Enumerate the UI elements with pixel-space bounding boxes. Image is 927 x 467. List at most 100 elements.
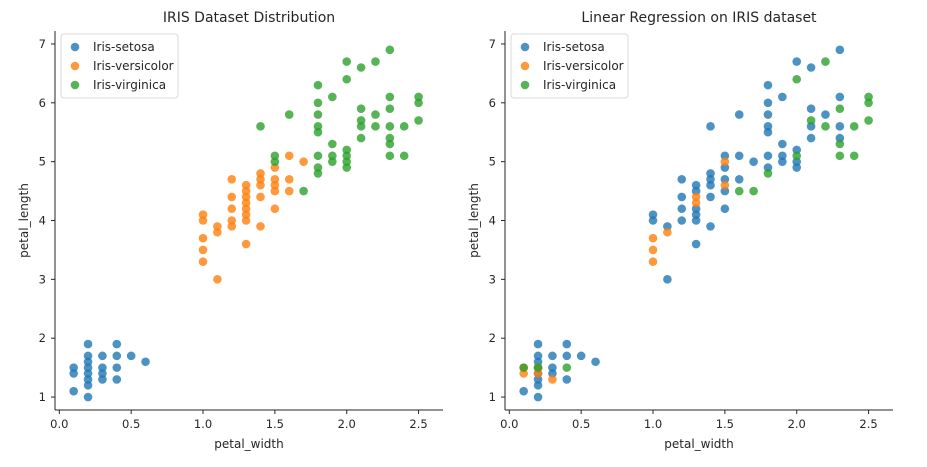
- data-point: [83, 380, 93, 390]
- data-point: [648, 233, 658, 243]
- legend-marker: [70, 42, 80, 52]
- data-point: [576, 351, 586, 361]
- x-tick-label: 1.5: [266, 417, 284, 431]
- data-point: [763, 80, 773, 90]
- data-point: [241, 210, 251, 219]
- data-point: [83, 375, 93, 384]
- data-point: [691, 192, 701, 202]
- data-point: [399, 122, 409, 131]
- series-iris-setosa: [69, 339, 150, 402]
- data-point: [562, 363, 572, 372]
- data-point: [69, 363, 78, 372]
- data-point: [83, 351, 93, 361]
- data-point: [763, 151, 773, 161]
- data-point: [806, 63, 816, 72]
- data-point: [198, 216, 208, 225]
- data-point: [399, 151, 409, 161]
- data-point: [835, 92, 845, 102]
- data-point: [562, 375, 572, 384]
- x-tick-label: 2.0: [788, 417, 806, 431]
- data-point: [414, 98, 423, 108]
- data-point: [270, 175, 280, 184]
- data-point: [385, 133, 395, 143]
- y-tick-label: 5: [39, 155, 46, 169]
- data-point: [83, 357, 93, 367]
- data-point: [763, 163, 773, 172]
- data-point: [83, 369, 93, 378]
- data-point: [313, 163, 323, 172]
- data-point: [227, 222, 237, 231]
- legend-marker: [70, 80, 80, 90]
- data-point: [98, 363, 107, 372]
- data-point: [706, 222, 715, 231]
- series-iris-virginica: [519, 57, 873, 372]
- legend-label: Iris-versicolor: [93, 59, 174, 73]
- data-point: [706, 175, 715, 184]
- data-point: [256, 169, 265, 178]
- data-point: [198, 210, 208, 219]
- data-point: [270, 204, 280, 214]
- data-point: [227, 175, 237, 184]
- data-point: [342, 145, 352, 155]
- data-point: [533, 392, 543, 402]
- legend-label: Iris-setosa: [93, 40, 155, 54]
- data-point: [284, 110, 294, 119]
- data-point: [83, 339, 93, 349]
- data-point: [284, 175, 294, 184]
- data-point: [112, 339, 122, 349]
- data-point: [706, 122, 715, 131]
- data-point: [792, 163, 802, 172]
- y-tick-label: 6: [489, 96, 496, 110]
- data-point: [98, 369, 107, 378]
- data-point: [241, 239, 251, 249]
- data-point: [691, 216, 701, 225]
- y-axis-label: petal_length: [467, 183, 481, 258]
- series-iris-virginica: [256, 45, 423, 196]
- data-point: [533, 351, 543, 361]
- data-point: [519, 363, 528, 372]
- data-point: [299, 186, 308, 196]
- data-point: [299, 157, 308, 166]
- data-point: [720, 175, 730, 184]
- data-point: [648, 257, 658, 266]
- x-tick-label: 1.0: [194, 417, 212, 431]
- data-point: [548, 363, 557, 372]
- data-point: [414, 116, 423, 125]
- data-point: [356, 122, 366, 131]
- data-point: [691, 198, 701, 208]
- data-point: [691, 204, 701, 214]
- legend-marker: [520, 42, 530, 52]
- data-point: [763, 98, 773, 108]
- data-point: [356, 116, 366, 125]
- data-point: [256, 175, 265, 184]
- y-tick-label: 2: [489, 331, 496, 345]
- data-point: [706, 169, 715, 178]
- data-point: [385, 104, 395, 113]
- data-point: [328, 92, 337, 102]
- legend-marker: [70, 61, 80, 71]
- data-point: [141, 357, 150, 367]
- y-tick-label: 4: [39, 214, 46, 228]
- chart-2: Linear Regression on IRIS dataset 0.0 0.5 1…: [467, 10, 893, 451]
- data-point: [562, 339, 572, 349]
- data-point: [313, 80, 323, 90]
- data-point: [227, 192, 237, 202]
- data-point: [356, 133, 366, 143]
- chart-1: IRIS Dataset Distribution 0.0 0.5 1.0 1.5 2.0…: [17, 10, 443, 451]
- data-point: [706, 180, 715, 190]
- data-point: [749, 157, 758, 166]
- data-point: [720, 163, 730, 172]
- data-point: [677, 175, 687, 184]
- x-tick-label: 0.5: [122, 417, 140, 431]
- data-point: [270, 163, 280, 172]
- data-point: [284, 186, 294, 196]
- legend-box: [60, 33, 179, 99]
- chart-title: IRIS Dataset Distribution: [163, 10, 335, 26]
- data-point: [677, 204, 687, 214]
- data-point: [342, 74, 352, 84]
- data-point: [112, 375, 122, 384]
- series-iris-setosa: [519, 45, 845, 402]
- y-tick-label: 3: [39, 272, 46, 286]
